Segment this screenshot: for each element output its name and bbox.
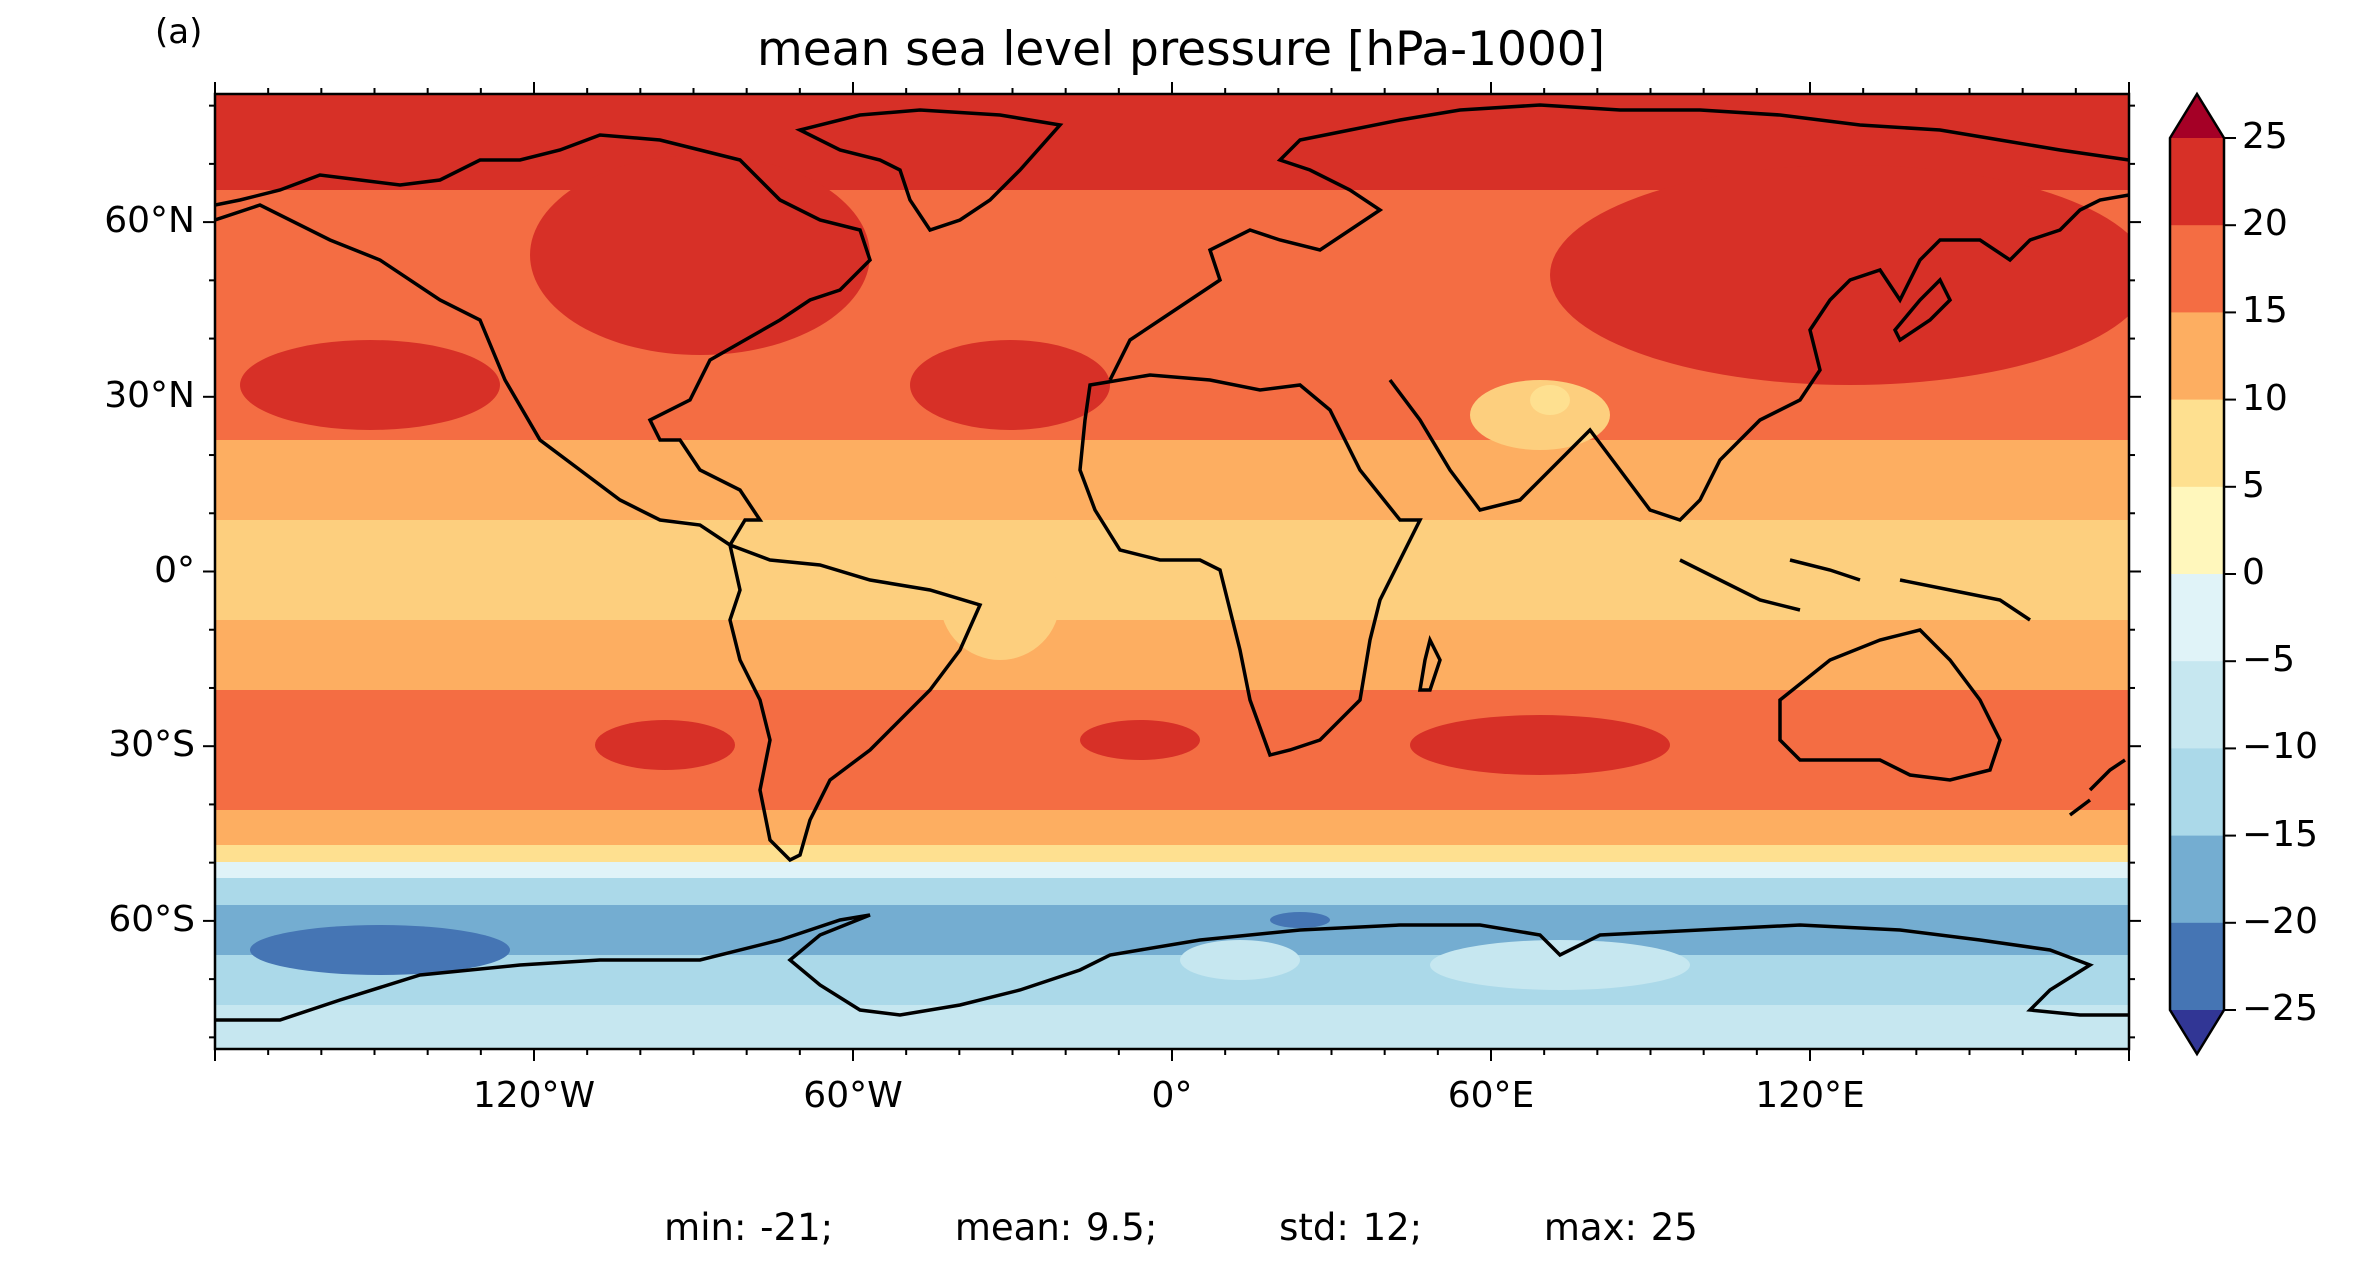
- lon-tick-label: 60°E: [1447, 1075, 1535, 1116]
- lon-tick-label: 0°: [1151, 1075, 1193, 1116]
- stat-max: max: 25: [1543, 1206, 1698, 1249]
- axis-ticks: [203, 82, 2141, 1061]
- map-title: mean sea level pressure [hPa-1000]: [756, 22, 1606, 77]
- panel-label: (a): [155, 12, 203, 52]
- colorbar-tick-label: 15: [2242, 290, 2288, 332]
- colorbar-segment: [2170, 138, 2224, 226]
- colorbar-segment: [2170, 661, 2224, 749]
- colorbar-tick-label: 20: [2242, 203, 2288, 245]
- colorbar-tick-label: 10: [2242, 377, 2288, 419]
- colorbar-segment: [2170, 922, 2224, 1011]
- colorbar-tick-label: 0: [2242, 552, 2265, 593]
- lon-tick-label: 120°E: [1755, 1075, 1865, 1116]
- colorbar-tick-label: 25: [2242, 116, 2288, 157]
- colorbar-segment: [2170, 574, 2224, 662]
- colorbar-tick-label: −5: [2242, 639, 2296, 681]
- colorbar-tick-label: −15: [2242, 813, 2318, 855]
- stat-mean: mean: 9.5;: [954, 1206, 1158, 1249]
- colorbar-extend-max: [2170, 94, 2224, 138]
- stat-std: std: 12;: [1279, 1206, 1423, 1249]
- lat-tick-label: 30°S: [108, 724, 195, 766]
- colorbar-segment: [2170, 399, 2224, 488]
- lon-tick-label: 120°W: [472, 1075, 596, 1116]
- colorbar-tick-label: −20: [2242, 900, 2318, 942]
- lat-tick-label: 30°N: [104, 374, 195, 416]
- lat-tick-label: 60°S: [108, 898, 195, 940]
- colorbar-tick-label: 5: [2242, 464, 2265, 506]
- colorbar-tick-label: −10: [2242, 726, 2318, 768]
- lat-tick-label: 60°N: [104, 200, 195, 242]
- lat-tick-label: 0°: [154, 549, 195, 591]
- stats-line: min: -21; mean: 9.5; std: 12; max: 25: [0, 1206, 2362, 1249]
- coastlines: [215, 103, 2129, 1022]
- lon-tick-label: 60°W: [803, 1075, 903, 1116]
- colorbar-segment: [2170, 312, 2224, 401]
- pressure-field: [215, 94, 2129, 1049]
- colorbar-segment: [2170, 835, 2224, 924]
- colorbar-segment: [2170, 486, 2224, 575]
- colorbar-segment: [2170, 225, 2224, 313]
- colorbar-tick-label: −25: [2242, 988, 2318, 1029]
- colorbar-extend-min: [2170, 1010, 2224, 1054]
- colorbar: [2168, 91, 2236, 1057]
- colorbar-segment: [2170, 748, 2224, 837]
- stat-min: min: -21;: [664, 1206, 834, 1249]
